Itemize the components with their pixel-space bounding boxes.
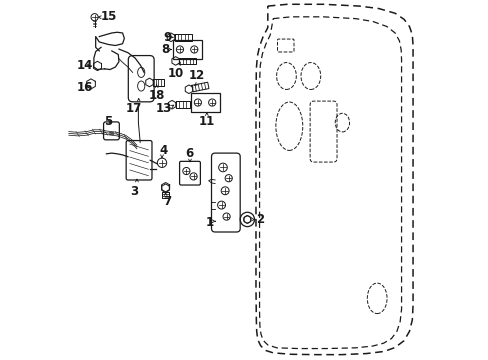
Text: 3: 3 [130, 185, 138, 198]
Text: 9: 9 [163, 31, 171, 44]
Text: 6: 6 [184, 147, 193, 160]
Text: 13: 13 [156, 103, 172, 116]
Text: 12: 12 [189, 69, 205, 82]
Text: 2: 2 [255, 213, 264, 226]
Text: 8: 8 [161, 43, 169, 56]
Text: 5: 5 [104, 115, 112, 128]
Text: 18: 18 [148, 89, 164, 102]
Text: 16: 16 [77, 81, 93, 94]
Text: 1: 1 [205, 216, 214, 229]
Text: 17: 17 [126, 102, 142, 115]
Text: 4: 4 [160, 144, 167, 157]
Text: 10: 10 [167, 67, 183, 80]
Text: 15: 15 [100, 10, 117, 23]
Text: 7: 7 [163, 195, 171, 208]
Text: 11: 11 [198, 115, 215, 128]
Text: 14: 14 [77, 59, 93, 72]
